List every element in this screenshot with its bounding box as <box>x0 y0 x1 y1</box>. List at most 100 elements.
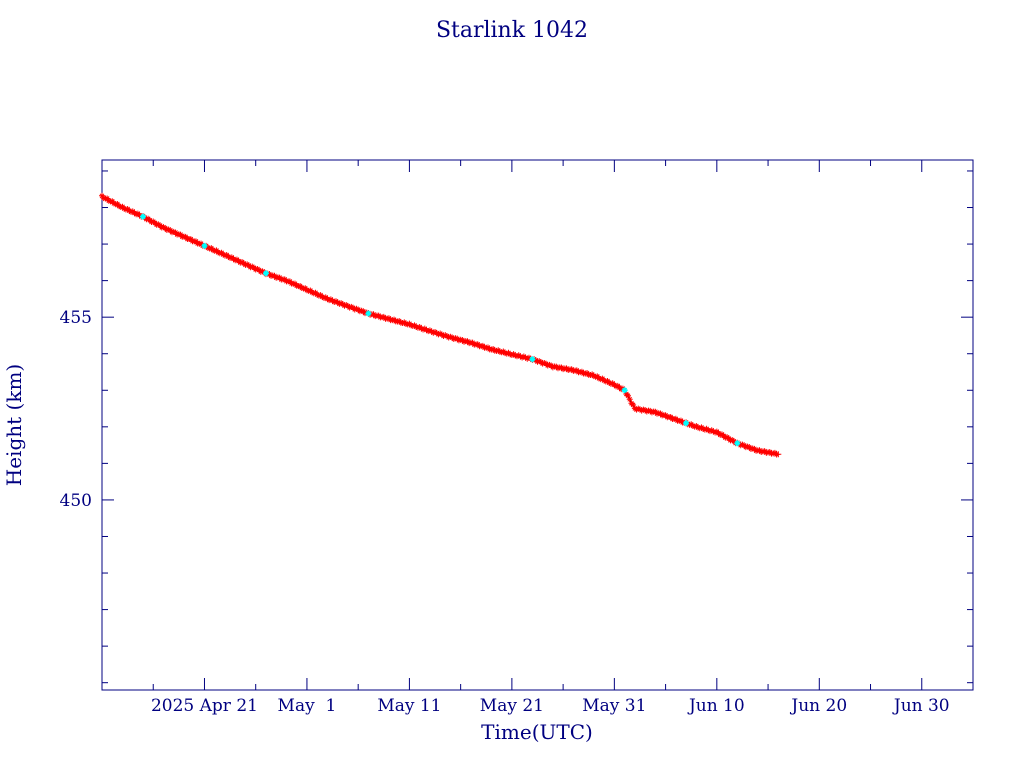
data-point <box>648 409 655 416</box>
data-point <box>227 254 234 261</box>
data-point <box>625 392 632 399</box>
data-point <box>536 358 543 365</box>
data-point <box>348 303 355 310</box>
data-point <box>430 329 437 336</box>
data-point <box>394 318 401 325</box>
data-point <box>450 335 457 342</box>
data-point <box>408 322 415 329</box>
data-point <box>122 206 129 213</box>
data-point <box>343 302 350 309</box>
data-point <box>700 425 707 432</box>
data-point <box>204 244 211 251</box>
data-point <box>121 205 128 212</box>
data-point <box>514 353 521 360</box>
data-point <box>252 266 259 273</box>
data-point <box>353 305 360 312</box>
data-point <box>630 401 637 408</box>
data-point <box>326 297 333 304</box>
highlight-point <box>621 387 628 394</box>
data-point <box>399 319 406 326</box>
data-point <box>638 407 645 414</box>
data-point <box>425 328 432 335</box>
x-tick-label: May 31 <box>582 696 646 716</box>
data-point <box>105 197 112 204</box>
data-point <box>541 359 548 366</box>
chart-title: Starlink 1042 <box>436 18 588 43</box>
data-point <box>336 300 343 307</box>
data-point <box>512 352 519 359</box>
highlight-point <box>262 270 269 277</box>
data-point <box>689 423 696 430</box>
data-point <box>440 332 447 339</box>
data-point <box>643 408 650 415</box>
data-point <box>346 304 353 311</box>
highlight-point <box>529 356 536 363</box>
data-point <box>409 323 416 330</box>
data-point <box>404 321 411 328</box>
data-point <box>210 247 217 254</box>
y-axis: 450 455 <box>60 170 973 684</box>
x-tick-label: Jun 20 <box>789 696 847 716</box>
data-point <box>739 441 746 448</box>
data-point <box>437 330 444 337</box>
data-point <box>242 261 249 268</box>
data-point <box>221 252 228 259</box>
data-point <box>607 380 614 387</box>
data-point <box>770 450 777 457</box>
data-point <box>498 349 505 356</box>
data-point <box>602 378 609 385</box>
x-tick-label: 2025 Apr 21 <box>151 696 258 716</box>
data-point <box>414 324 421 331</box>
data-point <box>601 377 608 384</box>
data-point <box>695 424 702 431</box>
data-point <box>420 326 427 333</box>
data-point <box>314 291 321 298</box>
x-axis-label: Time(UTC) <box>481 720 593 744</box>
data-point <box>742 444 749 451</box>
data-point <box>737 442 744 449</box>
data-point <box>546 361 553 368</box>
data-point <box>128 208 135 215</box>
data-point <box>595 375 602 382</box>
data-point <box>356 308 363 315</box>
data-series <box>99 192 782 458</box>
data-point <box>442 332 449 339</box>
data-point <box>590 373 597 380</box>
y-axis-label: Height (km) <box>2 364 26 486</box>
data-point <box>549 364 556 371</box>
data-point <box>493 347 500 354</box>
series-line <box>101 196 779 455</box>
data-point <box>508 351 515 358</box>
data-point <box>447 333 454 340</box>
data-point <box>587 371 594 378</box>
data-point <box>691 423 698 430</box>
data-point <box>560 366 567 373</box>
plot-frame <box>101 159 974 691</box>
data-point <box>775 451 782 458</box>
data-point <box>758 448 765 455</box>
data-point <box>215 249 222 256</box>
data-point <box>565 367 572 374</box>
y-tick-label: 450 <box>60 491 92 511</box>
data-point <box>341 302 348 309</box>
data-point <box>237 259 244 266</box>
x-tick-label: Jun 30 <box>892 696 950 716</box>
x-axis: 2025 Apr 21 May 1 May 11 May 21 May 31 Jun 10… <box>101 160 974 716</box>
data-point <box>351 306 358 313</box>
data-point <box>635 405 642 412</box>
data-point <box>701 426 708 433</box>
data-point <box>503 350 510 357</box>
highlight-point <box>139 213 146 220</box>
data-point <box>170 228 177 235</box>
data-point <box>712 429 719 436</box>
data-point <box>554 365 561 372</box>
highlight-point <box>734 440 741 447</box>
data-point <box>315 292 322 299</box>
x-tick-label: May 11 <box>377 696 441 716</box>
data-point <box>705 427 712 434</box>
data-point <box>358 307 365 314</box>
data-point <box>445 334 452 341</box>
highlight-point <box>683 420 690 427</box>
data-point <box>534 358 541 365</box>
